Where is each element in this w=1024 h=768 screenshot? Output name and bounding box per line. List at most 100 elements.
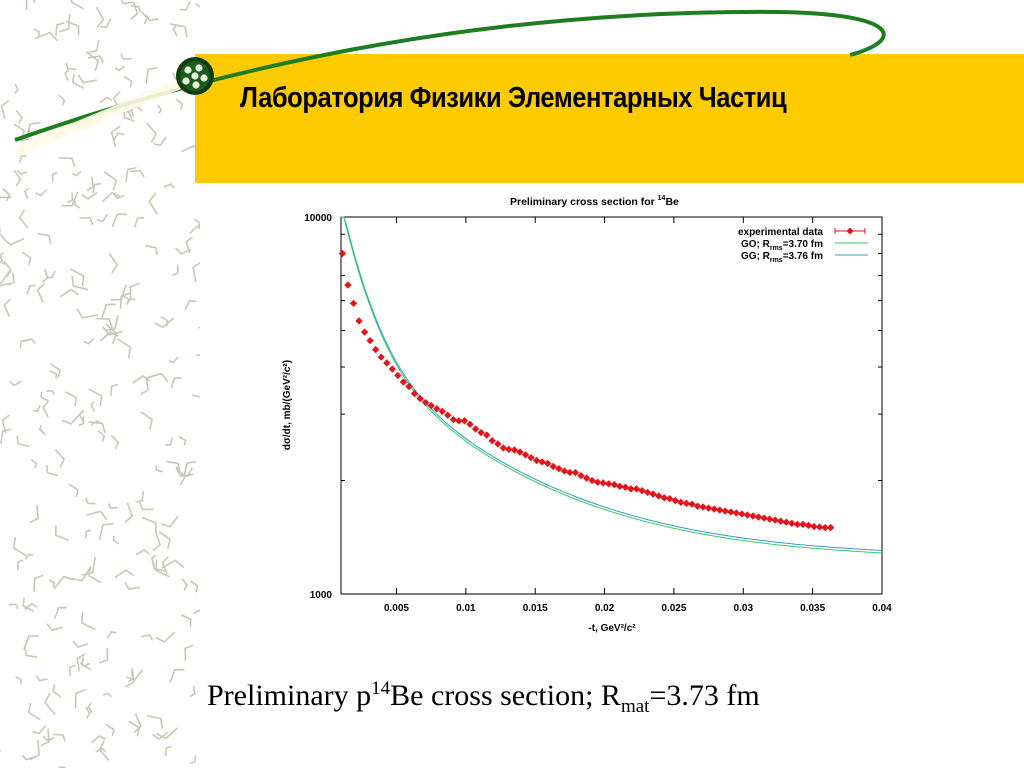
pattern-glyph bbox=[99, 18, 112, 28]
pattern-glyph bbox=[27, 702, 41, 721]
pattern-glyph bbox=[191, 394, 200, 398]
pattern-glyph bbox=[35, 675, 48, 682]
decorative-side-pattern bbox=[0, 0, 200, 768]
data-point bbox=[555, 464, 563, 473]
y-axis-label: dσ/dt, mb/(GeV²/c²) bbox=[282, 360, 293, 450]
data-point bbox=[826, 523, 835, 532]
pattern-glyph bbox=[110, 284, 127, 301]
x-tick-label: 0.04 bbox=[872, 603, 892, 614]
pattern-glyph bbox=[112, 132, 125, 142]
pattern-glyph bbox=[116, 338, 132, 359]
pattern-glyph bbox=[0, 282, 11, 287]
pattern-glyph bbox=[196, 354, 200, 357]
pattern-glyph bbox=[150, 554, 157, 566]
data-point bbox=[488, 437, 496, 445]
data-point bbox=[471, 425, 480, 433]
data-point bbox=[804, 521, 813, 530]
pattern-glyph bbox=[172, 24, 178, 37]
legend-entry-gg: GG; Rrms=3.76 fm bbox=[741, 251, 823, 264]
pattern-glyph bbox=[23, 338, 36, 344]
data-point bbox=[793, 520, 802, 529]
data-point bbox=[788, 519, 796, 528]
data-point bbox=[765, 515, 774, 523]
pattern-glyph bbox=[172, 264, 179, 276]
data-point bbox=[655, 492, 663, 500]
pattern-glyph bbox=[2, 187, 11, 202]
pattern-glyph bbox=[0, 749, 2, 752]
svg-text:Preliminary cross section for: Preliminary cross section for 14Be bbox=[510, 195, 679, 208]
pattern-glyph bbox=[15, 110, 23, 124]
data-point bbox=[510, 446, 519, 454]
data-point bbox=[721, 507, 729, 515]
x-tick-label: 0.015 bbox=[523, 603, 548, 614]
pattern-glyph bbox=[126, 669, 144, 681]
pattern-glyph bbox=[138, 501, 154, 511]
pattern-glyph bbox=[24, 553, 34, 560]
pattern-glyph bbox=[91, 735, 106, 744]
pattern-glyph bbox=[165, 437, 174, 447]
pattern-glyph bbox=[0, 195, 12, 199]
pattern-glyph bbox=[168, 356, 179, 364]
cross-section-chart: Preliminary cross section for 14Be 0.005… bbox=[282, 195, 892, 634]
pattern-glyph bbox=[46, 623, 63, 632]
pattern-glyph bbox=[135, 549, 150, 556]
pattern-glyph bbox=[120, 0, 134, 5]
pattern-glyph bbox=[68, 664, 76, 677]
pattern-glyph bbox=[161, 556, 169, 575]
pattern-glyph bbox=[14, 83, 19, 94]
data-point bbox=[727, 508, 735, 516]
y-tick-label: 10000 bbox=[304, 213, 332, 224]
pattern-glyph bbox=[110, 435, 120, 450]
pattern-glyph bbox=[141, 516, 157, 534]
pattern-glyph bbox=[8, 603, 19, 610]
pattern-glyph bbox=[79, 661, 91, 667]
data-point bbox=[516, 448, 524, 456]
pattern-glyph bbox=[101, 303, 116, 318]
data-point bbox=[732, 509, 741, 517]
pattern-glyph bbox=[114, 65, 126, 72]
pattern-glyph bbox=[23, 187, 30, 199]
plot-frame bbox=[340, 216, 883, 595]
pattern-glyph bbox=[1, 414, 11, 434]
pattern-glyph bbox=[96, 213, 109, 223]
pattern-glyph bbox=[23, 635, 39, 650]
pattern-glyph bbox=[87, 702, 93, 714]
data-point bbox=[394, 371, 402, 380]
data-point bbox=[543, 459, 552, 468]
pattern-glyph bbox=[71, 170, 82, 177]
data-point bbox=[388, 365, 397, 373]
pattern-glyph bbox=[97, 430, 106, 443]
pattern-glyph bbox=[0, 100, 10, 119]
pattern-glyph bbox=[152, 731, 169, 740]
data-point bbox=[704, 504, 713, 512]
pattern-glyph bbox=[65, 62, 77, 71]
pattern-glyph bbox=[12, 536, 28, 557]
pattern-glyph bbox=[95, 6, 105, 28]
pattern-glyph bbox=[113, 193, 125, 200]
y-axis: 10000 1000 bbox=[304, 213, 882, 601]
pattern-glyph bbox=[140, 377, 149, 395]
pattern-glyph bbox=[86, 176, 95, 191]
data-point bbox=[799, 520, 807, 529]
data-point bbox=[710, 505, 718, 513]
data-point bbox=[810, 522, 818, 531]
pattern-glyph bbox=[184, 644, 194, 661]
pattern-glyph bbox=[88, 421, 106, 434]
pattern-glyph bbox=[190, 755, 197, 765]
pattern-glyph bbox=[170, 376, 182, 389]
fit-line-gg bbox=[341, 216, 883, 551]
x-axis: 0.005 0.01 0.015 0.02 0.025 0.03 0.035 0.04 bbox=[384, 217, 892, 614]
light-beam bbox=[15, 75, 195, 155]
pattern-glyph bbox=[194, 218, 200, 230]
pattern-glyph bbox=[18, 155, 27, 164]
pattern-glyph bbox=[20, 128, 31, 142]
pattern-glyph bbox=[120, 53, 132, 60]
pattern-glyph bbox=[70, 0, 85, 10]
pattern-glyph bbox=[42, 735, 55, 742]
pattern-glyph bbox=[59, 157, 76, 168]
pattern-glyph bbox=[155, 631, 176, 643]
pattern-glyph bbox=[189, 223, 200, 234]
chart-title-text: Preliminary cross section for bbox=[510, 196, 658, 208]
chart-title: Preliminary cross section for 14Be bbox=[510, 195, 679, 208]
pattern-glyph bbox=[153, 136, 167, 147]
